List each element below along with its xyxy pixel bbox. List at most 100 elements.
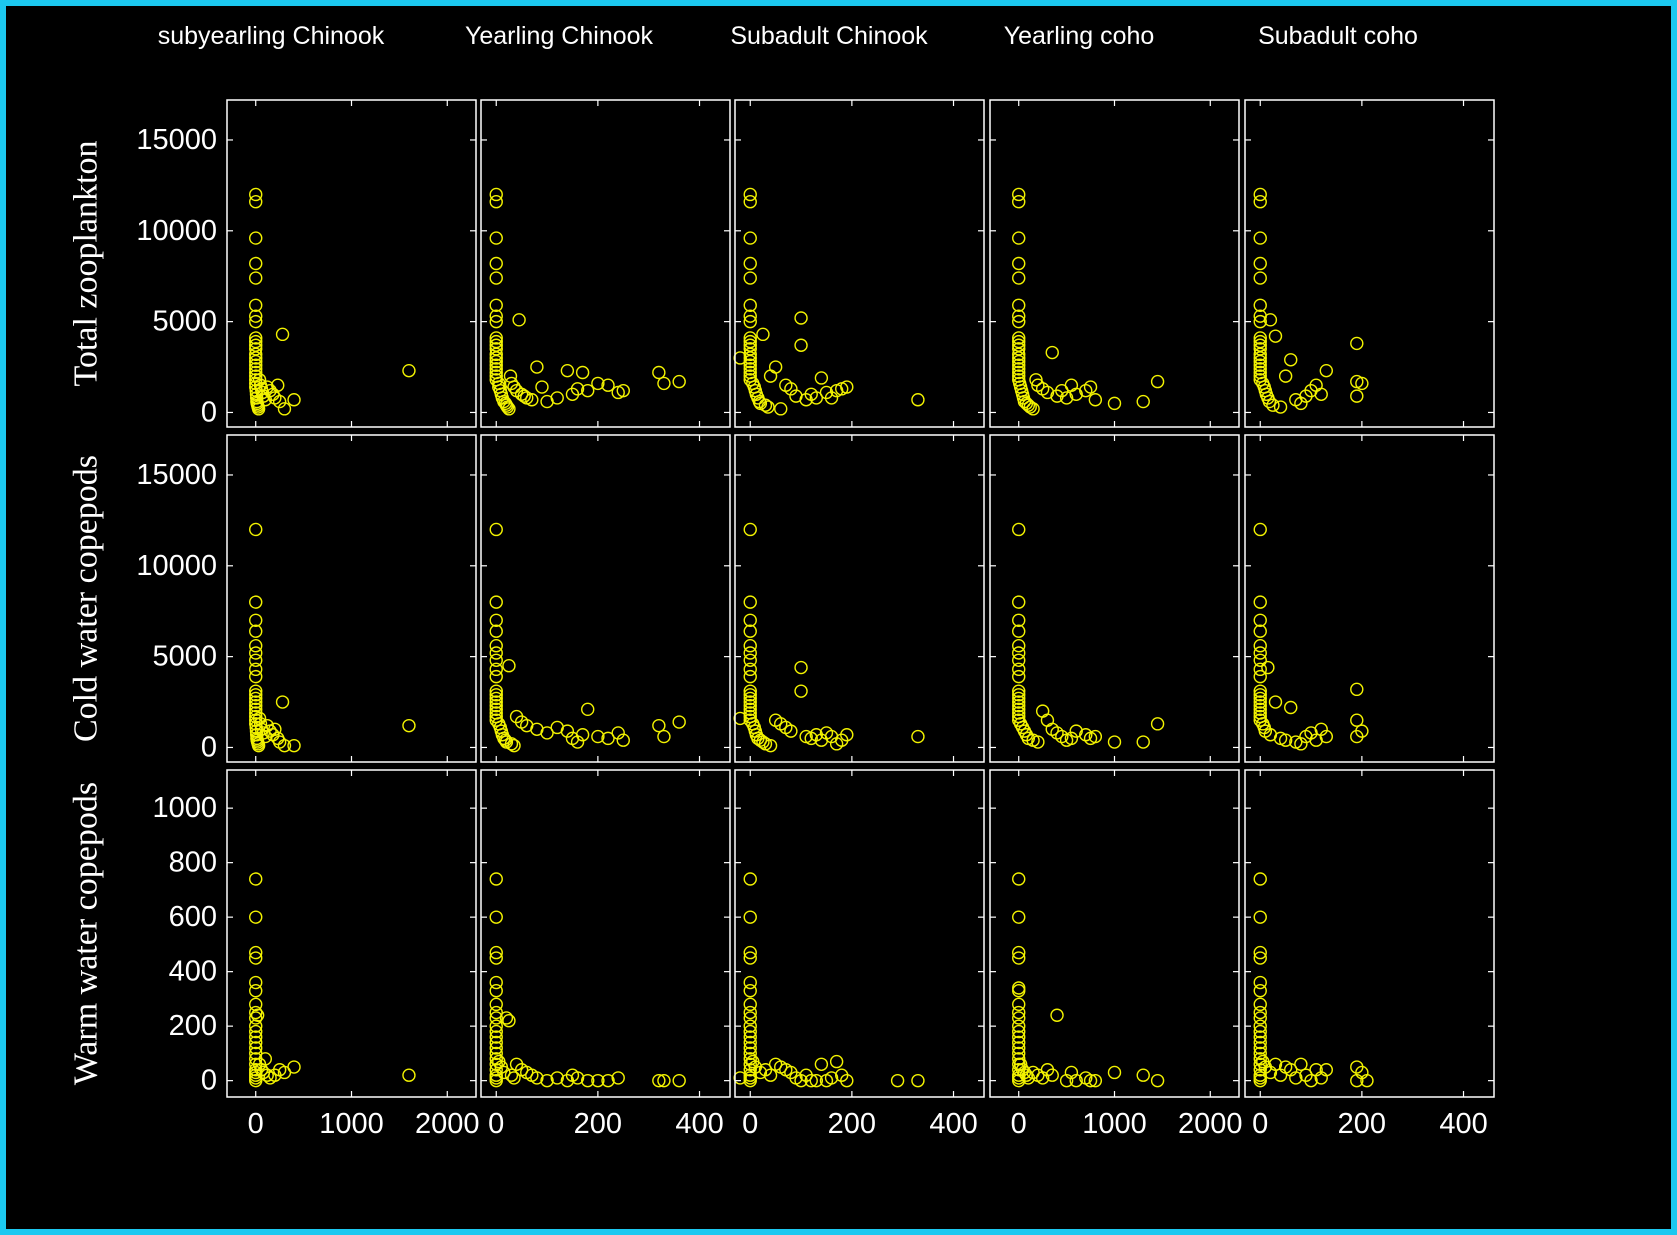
y-tick-label: 5000 xyxy=(152,306,217,338)
data-point xyxy=(251,738,266,753)
data-point xyxy=(1253,298,1267,312)
data-point xyxy=(1012,595,1026,609)
data-point xyxy=(1064,731,1079,746)
data-point xyxy=(743,351,757,365)
data-point xyxy=(489,347,503,362)
data-point xyxy=(1012,347,1026,362)
data-point xyxy=(275,695,290,709)
data-point xyxy=(1289,1071,1303,1085)
data-point xyxy=(1083,1073,1098,1088)
y-tick-label: 400 xyxy=(169,956,217,988)
data-point xyxy=(1253,698,1267,713)
data-point xyxy=(1350,713,1364,727)
data-point xyxy=(1040,713,1055,727)
data-point xyxy=(252,711,267,726)
data-point xyxy=(1253,646,1267,660)
data-point xyxy=(1304,1073,1318,1088)
row-label-3: Warm water copepods xyxy=(68,782,105,1085)
data-point xyxy=(1012,231,1026,245)
data-point xyxy=(249,669,263,684)
data-point xyxy=(249,195,263,209)
data-point xyxy=(489,688,503,702)
data-point xyxy=(1064,378,1079,392)
data-point xyxy=(249,256,263,271)
data-point xyxy=(1012,684,1026,698)
x-tick-label: 400 xyxy=(1439,1108,1487,1140)
data-point xyxy=(1040,385,1055,400)
data-point xyxy=(591,376,605,391)
data-point xyxy=(1253,669,1267,684)
data-point xyxy=(840,1073,854,1088)
data-point xyxy=(1263,313,1278,327)
data-point xyxy=(249,231,263,245)
panel-r2-c4 xyxy=(989,434,1240,763)
data-point xyxy=(1253,354,1267,369)
data-point xyxy=(1035,1071,1050,1085)
data-point xyxy=(1012,256,1026,271)
data-point xyxy=(1012,984,1026,998)
data-point xyxy=(489,702,503,717)
column-title-5: Subadult coho xyxy=(1258,22,1418,50)
data-point xyxy=(489,1035,503,1050)
data-point xyxy=(672,1073,686,1088)
data-point xyxy=(743,713,757,727)
data-point xyxy=(517,389,531,403)
x-tick-label: 0 xyxy=(488,1108,504,1140)
data-point xyxy=(794,338,808,352)
data-point xyxy=(1069,724,1083,738)
data-point xyxy=(507,380,521,394)
data-point xyxy=(512,313,526,327)
data-point xyxy=(550,391,564,405)
data-point xyxy=(1350,682,1364,697)
data-point xyxy=(1012,187,1026,202)
data-point xyxy=(1069,387,1083,401)
data-point xyxy=(1268,695,1283,709)
data-point xyxy=(489,872,503,886)
data-point xyxy=(1083,380,1098,394)
data-point xyxy=(489,662,503,677)
data-point xyxy=(540,726,554,740)
data-point xyxy=(540,1073,554,1088)
data-point xyxy=(1253,624,1267,638)
data-point xyxy=(249,975,263,990)
data-point xyxy=(743,1024,757,1039)
data-point xyxy=(1012,691,1026,706)
data-point xyxy=(249,351,263,365)
data-point xyxy=(489,309,503,323)
data-point xyxy=(1012,702,1026,717)
data-point xyxy=(1253,684,1267,698)
panel-r1-c4 xyxy=(989,99,1240,428)
data-point xyxy=(1253,338,1267,352)
data-point xyxy=(1268,1057,1283,1072)
data-point xyxy=(489,910,503,924)
data-point xyxy=(1360,1073,1374,1088)
data-point xyxy=(1319,729,1334,744)
data-point xyxy=(733,711,747,726)
data-point xyxy=(768,360,783,374)
data-point xyxy=(1253,314,1267,329)
data-point xyxy=(1012,669,1026,684)
data-point xyxy=(1107,735,1122,749)
panel-r2-c2 xyxy=(480,434,731,763)
data-point xyxy=(249,298,263,312)
data-point xyxy=(743,595,757,609)
data-point xyxy=(489,256,503,271)
data-point xyxy=(402,363,416,378)
data-point xyxy=(1050,1008,1064,1022)
data-point xyxy=(530,360,544,374)
data-point xyxy=(1253,695,1267,709)
data-point xyxy=(1031,735,1045,749)
data-point xyxy=(287,1060,301,1074)
data-point xyxy=(249,613,263,627)
data-point xyxy=(507,1071,521,1085)
data-point xyxy=(601,378,615,392)
data-point xyxy=(489,639,503,653)
data-point xyxy=(733,1071,747,1085)
y-tick-label: 15000 xyxy=(136,459,217,491)
data-point xyxy=(743,309,757,323)
column-title-2: Yearling Chinook xyxy=(465,22,654,50)
panel-r3-c5 xyxy=(1244,769,1495,1098)
data-point xyxy=(1136,394,1150,409)
data-point xyxy=(657,376,671,391)
data-point xyxy=(575,728,590,742)
